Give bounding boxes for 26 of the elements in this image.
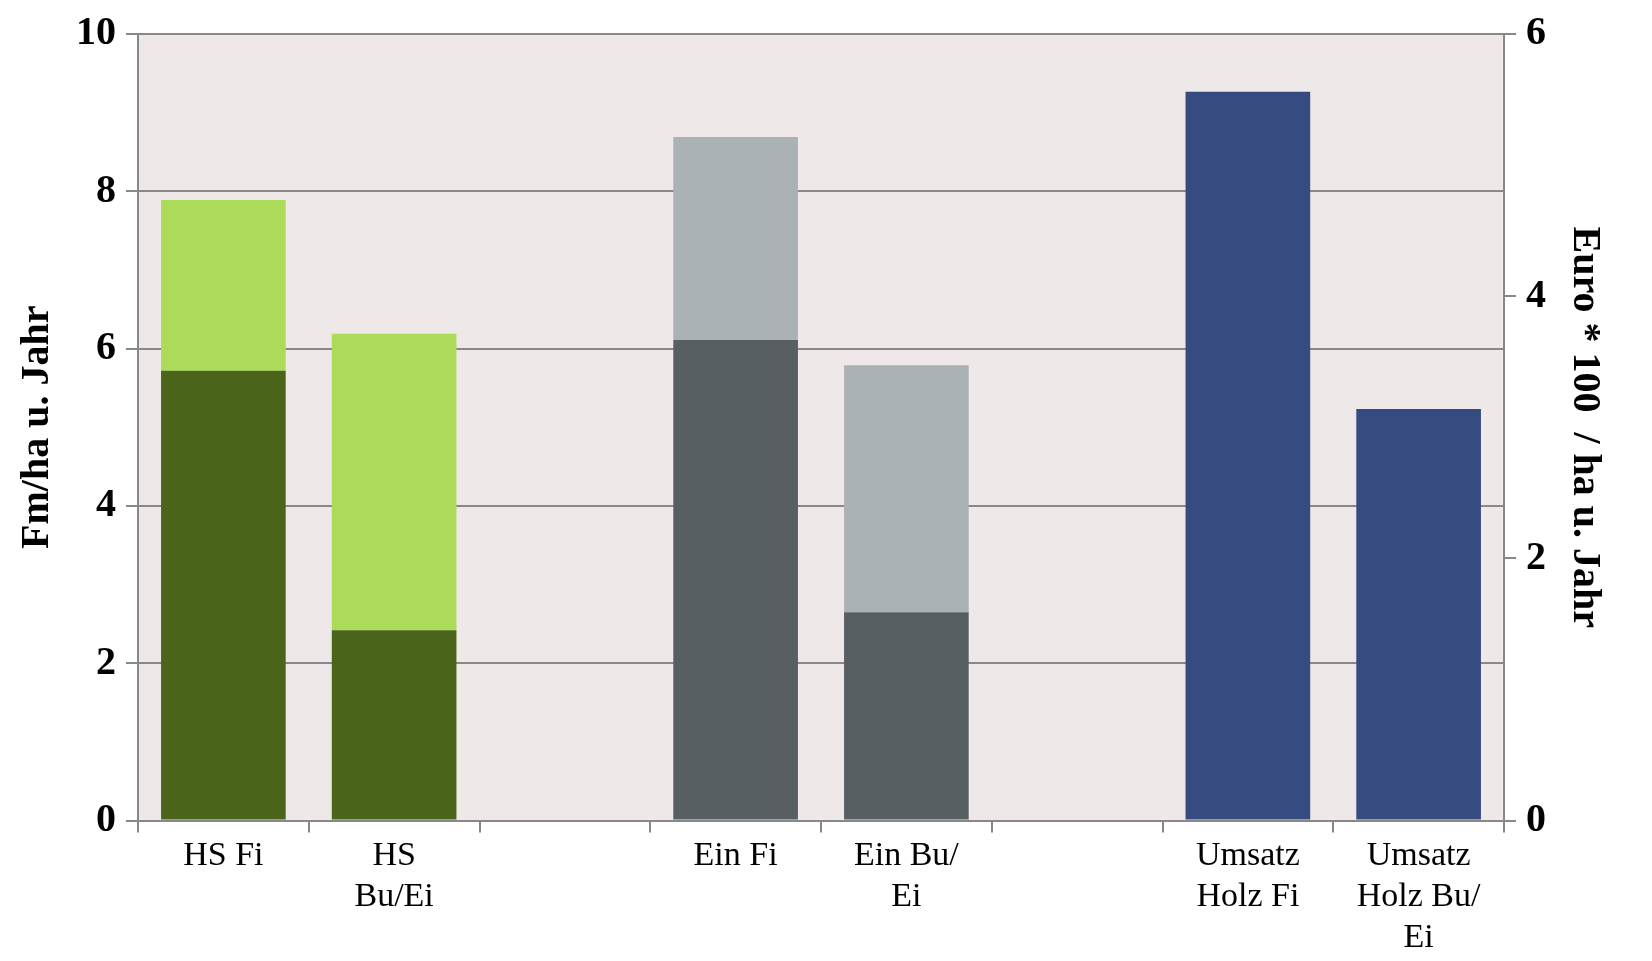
x-tick-label: HS Fi xyxy=(183,834,264,872)
bar xyxy=(673,137,798,340)
y-tick-label: 8 xyxy=(96,165,116,211)
y2-tick-label: 6 xyxy=(1526,8,1546,54)
y2-tick-label: 4 xyxy=(1526,270,1546,316)
bar xyxy=(161,370,286,820)
y-tick-label: 0 xyxy=(96,794,116,840)
y2-tick-label: 0 xyxy=(1526,794,1546,840)
y-tick-label: 4 xyxy=(96,480,116,526)
x-tick-label: Ein Bu/ Ei xyxy=(853,834,960,913)
x-tick-label: Ein Fi xyxy=(693,834,778,872)
bar xyxy=(673,339,798,820)
y-tick-label: 2 xyxy=(96,637,116,683)
y2-tick-label: 2 xyxy=(1526,532,1546,578)
bar xyxy=(844,612,969,820)
x-tick-label: HS Bu/Ei xyxy=(354,834,434,913)
bar xyxy=(331,630,457,820)
bar xyxy=(844,365,969,613)
bar xyxy=(331,333,457,631)
bar xyxy=(161,199,286,371)
x-tick-label: Umsatz Holz Bu/ Ei xyxy=(1356,834,1482,954)
y-tick-label: 6 xyxy=(96,322,116,368)
y-axis-title: Fm/ha u. Jahr xyxy=(12,305,58,549)
x-tick-label: Umsatz Holz Fi xyxy=(1195,834,1300,913)
y-tick-label: 10 xyxy=(76,8,116,54)
y2-axis-title: Euro * 100 / ha u. Jahr xyxy=(1564,226,1610,629)
